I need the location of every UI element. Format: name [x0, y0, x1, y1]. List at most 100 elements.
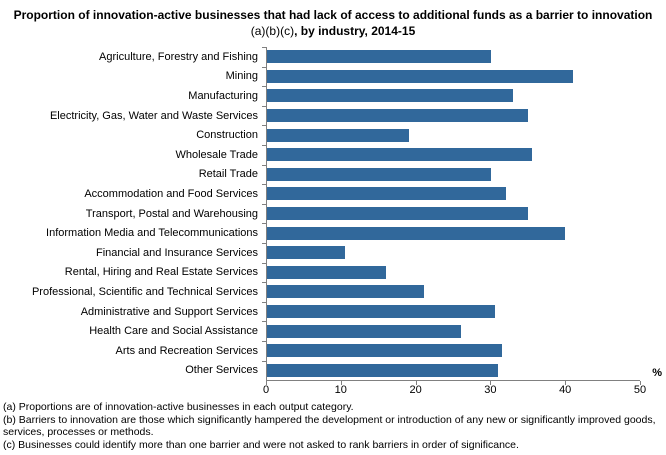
category-label: Agriculture, Forestry and Fishing [99, 50, 258, 63]
x-axis-tick [340, 381, 342, 386]
bar [267, 167, 491, 181]
chart-row: Other Services [0, 360, 666, 381]
y-axis-tick [262, 164, 266, 166]
chart-row: Agriculture, Forestry and Fishing [0, 47, 666, 67]
bar-track [262, 203, 640, 224]
y-axis-tick [262, 203, 266, 205]
bar-track [262, 184, 640, 204]
x-axis-tick-label: 10 [334, 384, 347, 397]
bar-track [262, 223, 640, 243]
chart-row: Administrative and Support Services [0, 301, 666, 322]
bar [267, 226, 566, 240]
chart-row: Accommodation and Food Services [0, 184, 666, 204]
x-axis-unit-label: % [652, 367, 662, 380]
chart-row: Health Care and Social Assistance [0, 321, 666, 341]
x-axis-tick [565, 381, 567, 386]
category-label: Health Care and Social Assistance [89, 325, 258, 338]
chart-rows: Agriculture, Forestry and Fishing Mining… [0, 47, 666, 381]
y-axis-tick [262, 340, 266, 342]
chart-row: Construction [0, 125, 666, 145]
bar [267, 148, 532, 162]
category-label: Administrative and Support Services [80, 305, 258, 318]
chart-title-suffix: , by industry, 2014-15 [294, 24, 416, 38]
chart-row: Information Media and Telecommunications [0, 223, 666, 243]
chart-row: Manufacturing [0, 86, 666, 106]
category-label: Arts and Recreation Services [115, 344, 258, 357]
bar [267, 265, 387, 279]
x-axis-tick-label: 0 [262, 384, 270, 397]
chart-row: Professional, Scientific and Technical S… [0, 282, 666, 302]
chart-row: Retail Trade [0, 164, 666, 185]
y-axis-tick [262, 223, 266, 225]
y-axis-tick [262, 86, 266, 88]
y-axis-tick [262, 66, 266, 68]
category-label: Mining [225, 70, 258, 83]
bar-track [262, 282, 640, 302]
bar-track [262, 66, 640, 87]
footnote-a: (a) Proportions are of innovation-active… [3, 401, 354, 414]
category-label: Manufacturing [188, 89, 258, 102]
bar [267, 285, 424, 299]
x-axis-tick [490, 381, 492, 386]
y-axis-tick [262, 360, 266, 362]
bar [267, 305, 495, 319]
category-label: Construction [196, 129, 258, 142]
category-label: Professional, Scientific and Technical S… [31, 285, 258, 298]
bar-track [262, 242, 640, 263]
y-axis-tick [262, 184, 266, 186]
bar [267, 69, 573, 83]
category-label: Electricity, Gas, Water and Waste Servic… [49, 109, 258, 122]
y-axis-tick [262, 321, 266, 323]
y-axis-tick [262, 301, 266, 303]
y-axis-tick [262, 105, 266, 107]
bar-track [262, 301, 640, 322]
bar [267, 128, 409, 142]
bar [267, 246, 346, 260]
category-label: Accommodation and Food Services [84, 187, 258, 200]
bar-track [262, 105, 640, 126]
bar-chart: Agriculture, Forestry and Fishing Mining… [0, 47, 666, 397]
y-axis-tick [262, 144, 266, 146]
y-axis-tick [262, 282, 266, 284]
bar-track [262, 321, 640, 341]
x-axis-tick-label: 40 [559, 384, 572, 397]
category-label: Rental, Hiring and Real Estate Services [64, 266, 258, 279]
category-label: Transport, Postal and Warehousing [85, 207, 258, 220]
chart-row: Wholesale Trade [0, 144, 666, 165]
bar [267, 363, 499, 377]
bar-track [262, 125, 640, 145]
chart-title: Proportion of innovation-active business… [9, 0, 657, 39]
footnote-b: (b) Barriers to innovation are those whi… [3, 413, 656, 439]
category-label: Retail Trade [198, 168, 258, 181]
category-label: Other Services [185, 364, 258, 377]
bar [267, 50, 491, 64]
bar [267, 324, 461, 338]
chart-title-text: Proportion of innovation-active business… [13, 8, 653, 22]
bar-track [262, 144, 640, 165]
bar [267, 207, 529, 221]
bar-track [262, 47, 640, 67]
chart-title-footnote-refs: (a)(b)(c) [250, 24, 295, 38]
chart-row: Arts and Recreation Services [0, 340, 666, 361]
bar [267, 344, 502, 358]
x-axis-tick-label: 50 [633, 384, 647, 397]
chart-row: Transport, Postal and Warehousing [0, 203, 666, 224]
bar [267, 187, 506, 201]
chart-row: Electricity, Gas, Water and Waste Servic… [0, 105, 666, 126]
y-axis-tick [262, 47, 266, 48]
x-axis-tick-label: 30 [484, 384, 497, 397]
category-label: Information Media and Telecommunications [46, 227, 258, 240]
x-axis-tick [640, 381, 641, 386]
bar [267, 109, 529, 123]
chart-row: Financial and Insurance Services [0, 242, 666, 263]
bar-track [262, 86, 640, 106]
chart-row: Mining [0, 66, 666, 87]
chart-row: Rental, Hiring and Real Estate Services [0, 262, 666, 283]
bar [267, 89, 514, 103]
y-axis-tick [262, 262, 266, 264]
footnotes: (a) Proportions are of innovation-active… [3, 401, 664, 451]
footnote-c: (c) Businesses could identify more than … [3, 438, 519, 451]
bar-track [262, 340, 640, 361]
bar-track [262, 262, 640, 283]
y-axis-tick [262, 242, 266, 244]
